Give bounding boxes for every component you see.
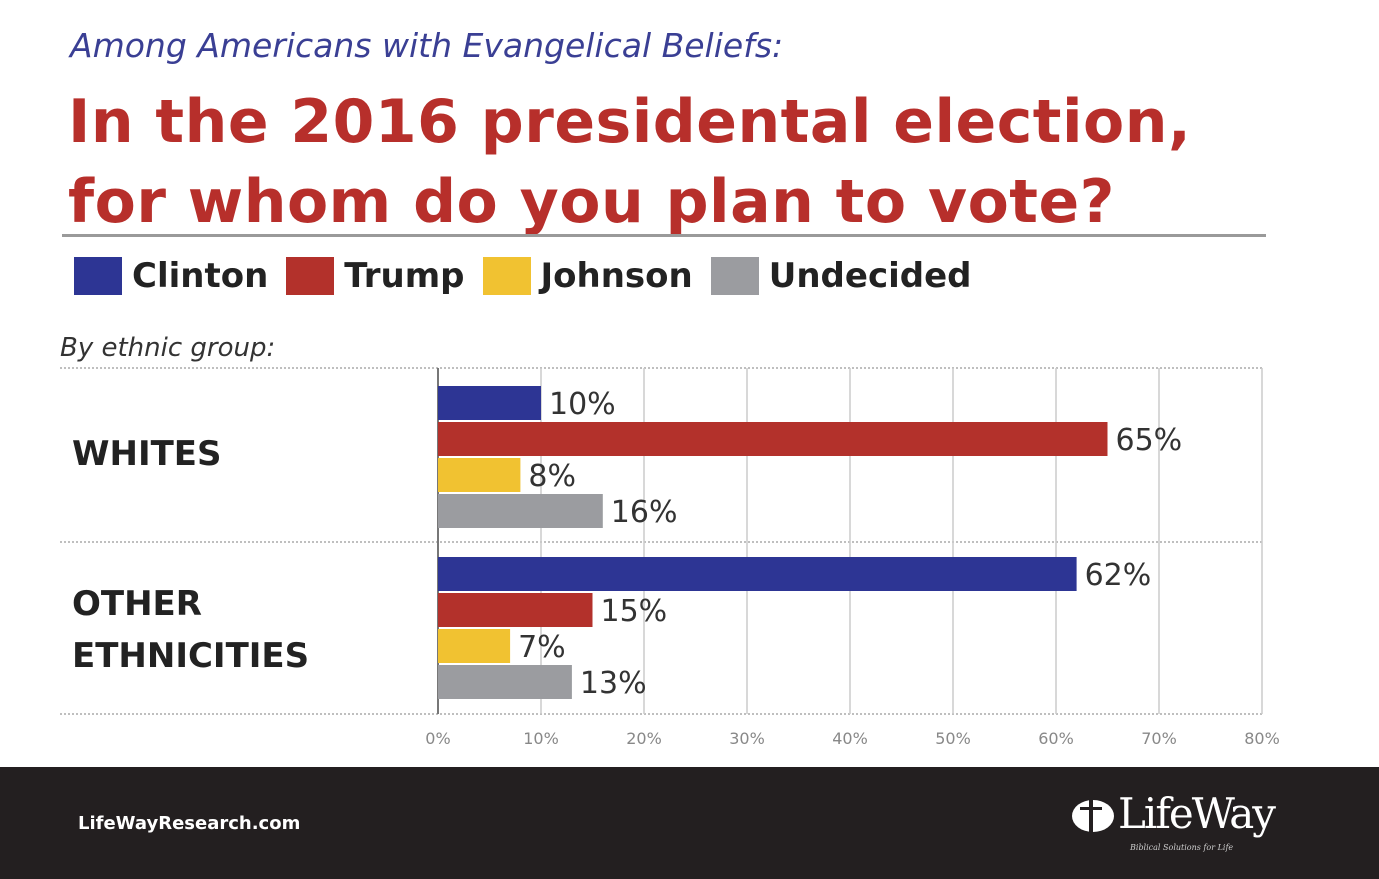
legend-label: Johnson	[540, 256, 693, 296]
legend-swatch	[710, 257, 759, 295]
cross-globe-icon	[1072, 797, 1114, 835]
legend-label: Clinton	[132, 256, 269, 296]
chart-title: In the 2016 presidental election, for wh…	[68, 82, 1191, 242]
category-label-line: WHITES	[72, 434, 222, 474]
category-label-line: ETHNICITIES	[72, 636, 310, 676]
data-label: 10%	[549, 387, 616, 422]
bar-clinton	[438, 386, 541, 420]
bar-clinton	[438, 557, 1077, 591]
bar-chart: 0% 10% 20% 30% 40% 50% 60% 70% 80% 10% 65% 8% 16% 62%…	[60, 367, 1280, 748]
website-link[interactable]: LifeWayResearch.com	[78, 813, 301, 834]
data-label: 62%	[1085, 558, 1152, 593]
legend-item-trump: Trump	[286, 256, 465, 296]
bar-trump	[438, 422, 1108, 456]
x-tick-label: 0%	[425, 729, 450, 748]
title-line-1: In the 2016 presidental election,	[68, 87, 1192, 157]
logo-tagline: Biblical Solutions for Life	[1130, 843, 1234, 852]
legend: Clinton Trump Johnson Undecided	[74, 256, 990, 296]
title-line-2: for whom do you plan to vote?	[68, 167, 1115, 237]
group-heading: By ethnic group:	[60, 333, 276, 363]
x-tick-label: 50%	[935, 729, 971, 748]
legend-label: Trump	[344, 256, 465, 296]
data-label: 15%	[601, 594, 668, 629]
footer: LifeWayResearch.com LifeWay Biblical Sol…	[0, 767, 1379, 879]
logo-name: LifeWay	[1118, 789, 1276, 838]
category-label-whites: WHITES	[72, 428, 222, 480]
legend-label: Undecided	[768, 256, 972, 296]
bar-johnson	[438, 629, 511, 663]
x-tick-label: 70%	[1141, 729, 1177, 748]
x-tick-label: 60%	[1038, 729, 1074, 748]
legend-swatch	[482, 257, 531, 295]
legend-item-undecided: Undecided	[710, 256, 972, 296]
category-label-other-ethnicities: OTHER ETHNICITIES	[72, 578, 309, 682]
data-label: 7%	[518, 630, 566, 665]
legend-item-johnson: Johnson	[482, 256, 693, 296]
x-tick-label: 40%	[832, 729, 868, 748]
x-tick-label: 10%	[523, 729, 559, 748]
chart-subtitle: Among Americans with Evangelical Beliefs…	[70, 26, 784, 65]
bar-johnson	[438, 458, 521, 492]
x-tick-label: 80%	[1244, 729, 1280, 748]
x-tick-label: 20%	[626, 729, 662, 748]
legend-item-clinton: Clinton	[74, 256, 268, 296]
data-label: 65%	[1116, 423, 1183, 458]
x-tick-label: 30%	[729, 729, 765, 748]
title-divider	[62, 234, 1266, 237]
data-label: 8%	[528, 459, 576, 494]
category-label-line: OTHER	[72, 584, 202, 624]
data-label: 13%	[580, 666, 647, 701]
bar-trump	[438, 593, 593, 627]
legend-swatch	[74, 257, 122, 295]
bar-undecided	[438, 494, 603, 528]
data-label: 16%	[611, 495, 678, 530]
legend-swatch	[286, 257, 335, 295]
bar-undecided	[438, 665, 572, 699]
